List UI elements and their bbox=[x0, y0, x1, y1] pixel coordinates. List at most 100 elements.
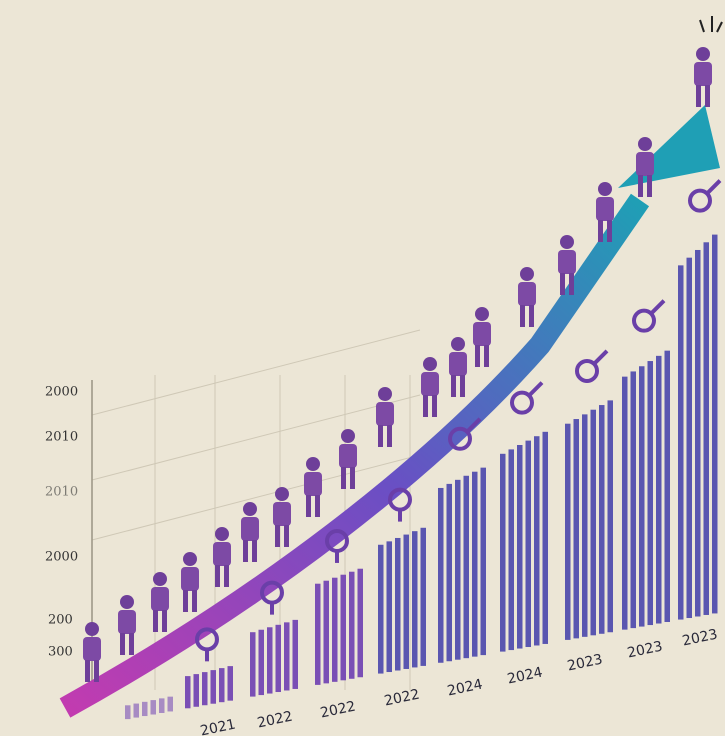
person-head bbox=[215, 527, 229, 541]
bar bbox=[500, 453, 506, 652]
person-leg bbox=[275, 525, 280, 547]
person-leg bbox=[529, 305, 534, 327]
symbol-arrow bbox=[705, 179, 722, 196]
x-label: 2022 bbox=[256, 708, 294, 731]
person-leg bbox=[520, 305, 525, 327]
person-leg bbox=[120, 633, 125, 655]
bar bbox=[565, 423, 571, 640]
bar bbox=[125, 705, 131, 720]
person-head bbox=[378, 387, 392, 401]
people bbox=[83, 47, 712, 682]
person-head bbox=[451, 337, 465, 351]
person-head bbox=[598, 182, 612, 196]
symbol-arrow bbox=[527, 381, 544, 398]
x-label: 2023 bbox=[681, 626, 719, 649]
bar bbox=[664, 350, 670, 622]
person-body bbox=[421, 372, 439, 396]
bar bbox=[250, 632, 256, 697]
bar bbox=[395, 537, 401, 671]
bar bbox=[267, 627, 273, 694]
person-head bbox=[475, 307, 489, 321]
bar bbox=[349, 571, 355, 679]
symbol-arrow bbox=[592, 349, 609, 366]
bar bbox=[284, 622, 290, 691]
y-label: 2010 bbox=[45, 430, 78, 445]
person-leg bbox=[252, 540, 257, 562]
bar bbox=[150, 700, 156, 715]
person-head bbox=[120, 595, 134, 609]
person-leg bbox=[341, 467, 346, 489]
person-head bbox=[520, 267, 534, 281]
x-label: 2022 bbox=[319, 698, 357, 721]
x-label: 2023 bbox=[566, 651, 604, 674]
bar bbox=[219, 668, 225, 703]
bar bbox=[678, 265, 684, 620]
y-label: 2000 bbox=[45, 550, 78, 565]
y-label: 2010 bbox=[45, 485, 78, 500]
person-head bbox=[243, 502, 257, 516]
bar bbox=[227, 666, 233, 701]
grid-line bbox=[91, 394, 421, 481]
person-leg bbox=[484, 345, 489, 367]
bar bbox=[292, 619, 298, 689]
person-body bbox=[273, 502, 291, 526]
person-body bbox=[449, 352, 467, 376]
person-body bbox=[596, 197, 614, 221]
symbol-ring bbox=[510, 390, 534, 415]
person-leg bbox=[378, 425, 383, 447]
person-body bbox=[694, 62, 712, 86]
labels: 2000 2010 2010 2000 200 300 2021 2022 2022 2022 20… bbox=[45, 385, 719, 736]
bar bbox=[275, 624, 281, 693]
person-body bbox=[376, 402, 394, 426]
bar bbox=[472, 471, 478, 657]
bar bbox=[167, 696, 173, 712]
person-head bbox=[183, 552, 197, 566]
bar bbox=[315, 583, 321, 685]
person-body bbox=[83, 637, 101, 661]
person-leg bbox=[85, 660, 90, 682]
bar bbox=[630, 371, 636, 629]
person-leg bbox=[94, 660, 99, 682]
person-head bbox=[306, 457, 320, 471]
person-leg bbox=[638, 175, 643, 197]
bar bbox=[159, 698, 165, 713]
person-body bbox=[636, 152, 654, 176]
bar bbox=[210, 670, 216, 704]
bar bbox=[386, 541, 392, 673]
person-body bbox=[241, 517, 259, 541]
bar bbox=[480, 467, 486, 656]
bar bbox=[582, 414, 588, 637]
bar bbox=[573, 419, 579, 639]
bar bbox=[542, 431, 548, 644]
bar bbox=[258, 629, 264, 696]
y-label: 200 bbox=[48, 613, 73, 628]
bar bbox=[525, 440, 531, 648]
person-leg bbox=[162, 610, 167, 632]
symbol-arrow bbox=[465, 417, 482, 434]
person-leg bbox=[215, 565, 220, 587]
symbol-ring bbox=[632, 308, 656, 333]
bar bbox=[703, 242, 709, 615]
person-leg bbox=[350, 467, 355, 489]
y-label: 300 bbox=[48, 645, 73, 660]
bar bbox=[647, 361, 653, 626]
y-label: 2000 bbox=[45, 385, 78, 400]
person-body bbox=[181, 567, 199, 591]
bar bbox=[508, 449, 514, 651]
bar bbox=[607, 400, 613, 633]
person-leg bbox=[183, 590, 188, 612]
bar bbox=[455, 479, 461, 660]
person-body bbox=[558, 250, 576, 274]
bar bbox=[202, 672, 208, 706]
person-leg bbox=[432, 395, 437, 417]
person-leg bbox=[607, 220, 612, 242]
person-leg bbox=[387, 425, 392, 447]
bar bbox=[599, 405, 605, 634]
bar bbox=[656, 355, 662, 624]
person-leg bbox=[192, 590, 197, 612]
person-head bbox=[275, 487, 289, 501]
person-head bbox=[341, 429, 355, 443]
x-label: 2022 bbox=[383, 686, 421, 709]
bar bbox=[622, 376, 628, 630]
